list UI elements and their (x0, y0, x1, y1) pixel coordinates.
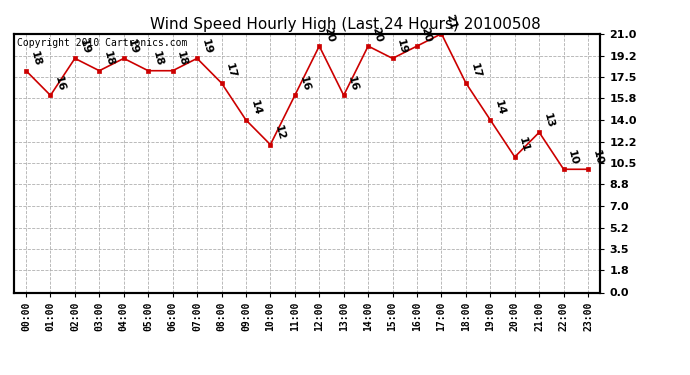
Text: 14: 14 (493, 99, 506, 117)
Text: 10: 10 (591, 149, 604, 166)
Text: 19: 19 (77, 38, 91, 56)
Text: 19: 19 (126, 38, 140, 56)
Text: 16: 16 (297, 75, 311, 92)
Text: 16: 16 (53, 75, 67, 92)
Text: 19: 19 (199, 38, 213, 56)
Text: 17: 17 (224, 62, 237, 80)
Text: 18: 18 (28, 50, 42, 68)
Text: 12: 12 (273, 124, 286, 142)
Text: 21: 21 (444, 13, 457, 31)
Text: 13: 13 (542, 112, 555, 129)
Text: 20: 20 (420, 26, 433, 43)
Text: Wind Speed Hourly High (Last 24 Hours) 20100508: Wind Speed Hourly High (Last 24 Hours) 2… (150, 17, 540, 32)
Text: Copyright 2010 Cartronics.com: Copyright 2010 Cartronics.com (17, 38, 187, 48)
Text: 20: 20 (371, 26, 384, 43)
Text: 10: 10 (566, 149, 580, 166)
Text: 18: 18 (102, 50, 115, 68)
Text: 16: 16 (346, 75, 360, 92)
Text: 17: 17 (469, 62, 482, 80)
Text: 20: 20 (322, 26, 335, 43)
Text: 19: 19 (395, 38, 408, 56)
Text: 14: 14 (248, 99, 262, 117)
Text: 18: 18 (175, 50, 189, 68)
Text: 18: 18 (150, 50, 164, 68)
Text: 11: 11 (518, 136, 531, 154)
